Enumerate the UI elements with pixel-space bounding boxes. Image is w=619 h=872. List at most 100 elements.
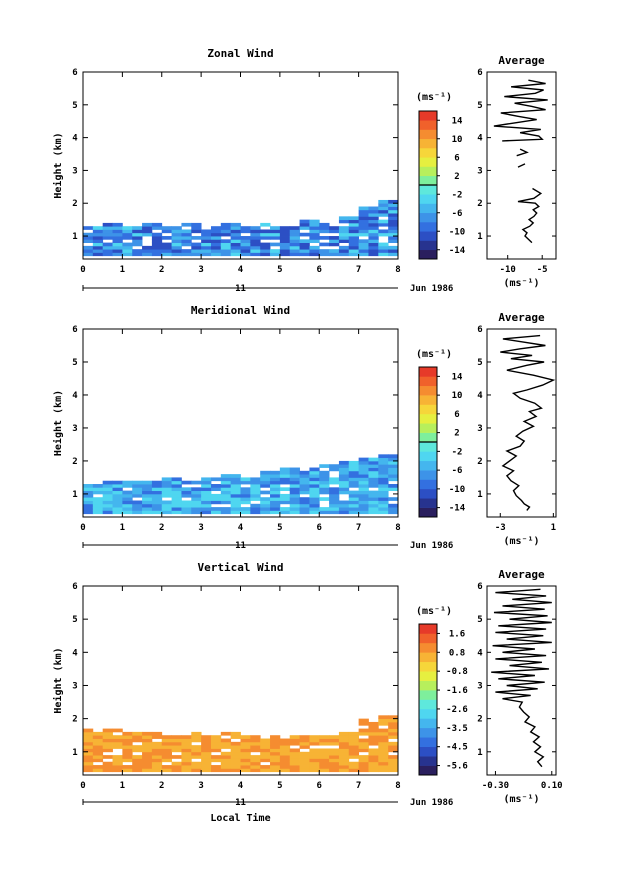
heatmap-cell bbox=[250, 487, 261, 492]
heatmap-cell bbox=[122, 745, 133, 749]
x-tick-label: 8 bbox=[395, 781, 400, 791]
colorbar-segment bbox=[419, 460, 437, 471]
heatmap-cell bbox=[329, 761, 340, 766]
y-tick-label: 3 bbox=[72, 424, 77, 434]
heatmap-cell bbox=[112, 500, 123, 505]
heatmap-cell bbox=[220, 758, 232, 763]
heatmap-cell bbox=[319, 226, 330, 230]
heatmap-cell bbox=[338, 741, 350, 746]
y-tick-label: 3 bbox=[72, 166, 77, 176]
heatmap-cell bbox=[122, 236, 133, 240]
heatmap-cell bbox=[112, 758, 123, 763]
heatmap-cell bbox=[240, 226, 251, 230]
heatmap-cell bbox=[230, 745, 241, 749]
heatmap-cell bbox=[161, 226, 172, 230]
heatmap-cell bbox=[378, 765, 389, 769]
heatmap-cell bbox=[102, 761, 113, 766]
heatmap-cell bbox=[368, 229, 379, 234]
x-tick-label: 4 bbox=[238, 781, 244, 791]
date-axis-day: 11 bbox=[235, 541, 246, 551]
heatmap-cell bbox=[289, 741, 300, 746]
heatmap-cell bbox=[250, 497, 261, 501]
average-profile: Average 1 2 3 4 5 6 -0.30 0.10(ms⁻¹) bbox=[477, 568, 562, 805]
heatmap-cell bbox=[220, 487, 232, 492]
colorbar-tick-label: -10 bbox=[449, 485, 465, 495]
heatmap-cell bbox=[142, 487, 153, 492]
heatmap-cell bbox=[309, 490, 320, 495]
colorbar-tick-label: -1.6 bbox=[446, 686, 468, 696]
heatmap-cell bbox=[378, 457, 389, 462]
heatmap-cell bbox=[319, 758, 330, 763]
heatmap-cell bbox=[230, 245, 241, 250]
heatmap-cell bbox=[171, 768, 182, 773]
heatmap-cell bbox=[378, 715, 389, 720]
heatmap-cell bbox=[230, 226, 241, 230]
heatmap-cell bbox=[388, 216, 399, 221]
heatmap-cell bbox=[388, 755, 399, 759]
colorbar-segment bbox=[419, 157, 437, 167]
colorbar-segment bbox=[419, 138, 437, 149]
heatmap-cell bbox=[338, 755, 350, 759]
heatmap-cell bbox=[240, 748, 251, 753]
heatmap-cell bbox=[171, 507, 182, 511]
heatmap-cell bbox=[368, 507, 379, 511]
heatmap-cell bbox=[358, 758, 369, 763]
profile-y-tick-label: 4 bbox=[477, 648, 483, 658]
heatmap-cell bbox=[161, 500, 172, 505]
heatmap-cell bbox=[250, 768, 261, 773]
heatmap-cell bbox=[338, 735, 350, 739]
heatmap-cell bbox=[132, 232, 143, 237]
profile-y-tick-label: 6 bbox=[477, 582, 482, 592]
heatmap-cell bbox=[181, 242, 192, 247]
heatmap-cell bbox=[220, 229, 232, 234]
heatmap-cell bbox=[348, 480, 360, 485]
heatmap-cell bbox=[338, 232, 350, 237]
heatmap-cell bbox=[230, 484, 241, 488]
heatmap-cell bbox=[388, 249, 399, 253]
heatmap-cell bbox=[348, 229, 360, 234]
heatmap-cell bbox=[289, 751, 300, 756]
heatmap-cell bbox=[338, 490, 350, 495]
heatmap-cell bbox=[171, 738, 182, 743]
heatmap-cell bbox=[142, 249, 153, 253]
heatmap-cell bbox=[348, 503, 360, 508]
heatmap-cell bbox=[142, 768, 153, 773]
profile-y-tick-label: 6 bbox=[477, 68, 482, 78]
heatmap-cell bbox=[289, 768, 300, 773]
heatmap-cell bbox=[289, 497, 300, 501]
heatmap-cell bbox=[378, 229, 389, 234]
heatmap-cell bbox=[279, 477, 291, 482]
heatmap-cell bbox=[309, 493, 320, 498]
x-tick-label: 5 bbox=[277, 523, 282, 533]
heatmap-cell bbox=[181, 500, 192, 505]
heatmap-cell bbox=[368, 467, 379, 472]
heatmap-cell bbox=[122, 503, 133, 508]
heatmap-cell bbox=[309, 245, 320, 250]
heatmap-cell bbox=[388, 226, 399, 230]
heatmap-cell bbox=[83, 484, 94, 488]
heatmap-cell bbox=[201, 738, 212, 743]
heatmap-cell bbox=[309, 239, 320, 243]
heatmap-cell bbox=[270, 755, 281, 759]
heatmap-cell bbox=[201, 745, 212, 749]
heatmap-cell bbox=[388, 765, 399, 769]
colorbar-segment bbox=[419, 395, 437, 405]
profile-y-tick-label: 5 bbox=[477, 101, 482, 111]
heatmap-cell bbox=[388, 768, 399, 773]
heatmap-cell bbox=[358, 206, 369, 211]
heatmap-cell bbox=[191, 751, 202, 756]
heatmap-cell bbox=[191, 731, 202, 736]
heatmap-cell bbox=[230, 755, 241, 759]
heatmap-cell bbox=[151, 484, 163, 488]
heatmap-cell bbox=[358, 721, 369, 726]
heatmap-cell bbox=[279, 741, 291, 746]
heatmap-cell bbox=[220, 745, 232, 749]
heatmap-cell bbox=[299, 252, 310, 257]
heatmap-cell bbox=[92, 510, 104, 515]
heatmap-cell bbox=[270, 242, 281, 247]
heatmap-cell bbox=[348, 735, 360, 739]
heatmap-cell bbox=[270, 480, 281, 485]
heatmap-cell bbox=[201, 503, 212, 508]
heatmap-cell bbox=[181, 510, 192, 515]
profile-x-tick-label: -5 bbox=[537, 265, 548, 275]
